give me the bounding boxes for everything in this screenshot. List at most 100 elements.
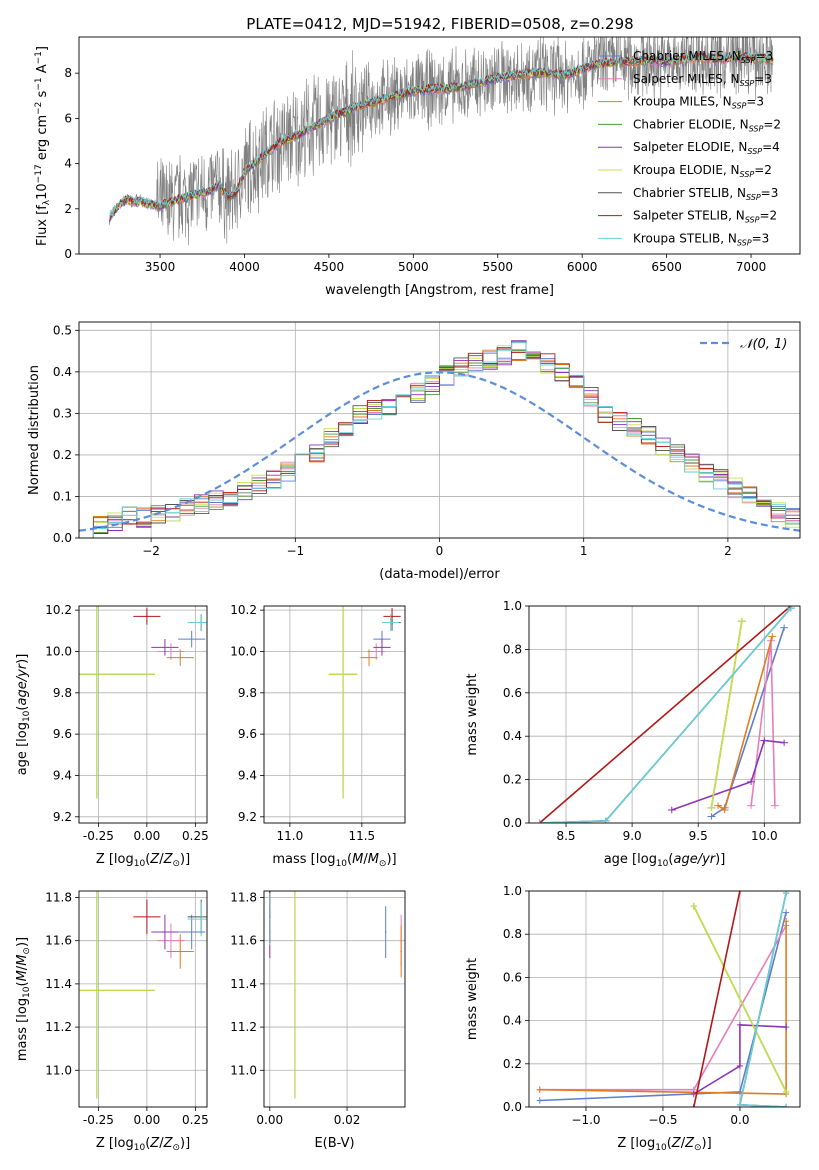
plot-area <box>79 322 800 538</box>
x-tick-label: 4500 <box>314 260 345 274</box>
chart-panel-1: 3500 4000 4500 5000 5500 6000 6500 7000 0 2 4 6 8 wav… <box>34 36 801 298</box>
x-tick-label: 0.00 <box>256 1113 283 1127</box>
y-axis-label: age [log10(age/yr)] <box>15 654 32 776</box>
x-tick-label: 9.5 <box>689 829 708 843</box>
y-tick-label: 9.4 <box>238 768 257 782</box>
legend-label: Salpeter ELODIE, NSSP=4 <box>633 140 780 156</box>
plot-area <box>529 891 800 1107</box>
x-tick-label: −2 <box>142 544 160 558</box>
plot-area <box>264 891 405 1107</box>
x-tick-label: 5000 <box>398 260 429 274</box>
chart-panel-8: −1.0 −0.5 0.0 0.0 0.2 0.4 0.6 0.8 1.0 Z [log10(Z/… <box>465 884 801 1153</box>
y-axis-label: mass weight <box>465 958 480 1040</box>
legend-label: Salpeter STELIB, NSSP=2 <box>633 209 777 225</box>
sfh-line <box>693 891 741 1107</box>
y-tick-label: 11.4 <box>45 977 72 991</box>
observed-spectrum-line <box>109 37 774 246</box>
legend-label: Salpeter MILES, NSSP=3 <box>633 72 772 88</box>
sfh-line <box>693 1024 787 1095</box>
axes-frame <box>78 321 801 539</box>
legend: Chabrier MILES, NSSP=3 Salpeter MILES, NS… <box>598 49 781 247</box>
chart-panel-4: 11.0 11.5 9.2 9.4 9.6 9.8 10.0 10.2 mass [log10(… <box>230 603 406 869</box>
y-tick-label: 0.0 <box>53 531 72 545</box>
plot-area <box>79 606 207 823</box>
chart-panel-7: 0.00 0.02 11.0 11.2 11.4 11.6 11.8 E(B-V) <box>230 890 406 1151</box>
chart-panel-3: -0.25 0.00 0.25 9.2 9.4 9.6 9.8 10.0 10.2 Z [log1… <box>15 603 209 869</box>
axes-frame <box>263 605 406 824</box>
x-axis-label: Z [log10(Z/Z⊙)] <box>96 1136 190 1153</box>
legend-label: Chabrier ELODIE, NSSP=2 <box>633 117 781 133</box>
y-tick-label: 11.6 <box>230 934 257 948</box>
y-tick-label: 9.2 <box>53 810 72 824</box>
sfh-line <box>738 893 787 1107</box>
y-tick-label: 0.6 <box>503 970 522 984</box>
sfh-line <box>671 739 785 811</box>
y-tick-label: 0.3 <box>53 406 72 420</box>
y-tick-label: 0.2 <box>503 1057 522 1071</box>
x-tick-label: 0.25 <box>182 829 209 843</box>
x-tick-label: −0.5 <box>648 1113 677 1127</box>
y-tick-label: 9.6 <box>238 727 257 741</box>
y-axis-label: Normed distribution <box>27 365 42 495</box>
chart-panel-6: -0.25 0.00 0.25 11.0 11.2 11.4 11.6 11.8 Z [log1… <box>15 890 209 1153</box>
axes-frame <box>528 605 801 824</box>
chart-panel-2: −2 −1 0 1 2 0.0 0.1 0.2 0.3 0.4 0.5 𝒩(0, 1) (data-mo… <box>27 321 801 582</box>
residual-histogram <box>79 348 800 538</box>
y-axis-label: Flux [fλ10−17 erg cm−2 s−1 A−1] <box>34 46 52 246</box>
sfh-line <box>693 905 787 1093</box>
y-tick-label: 11.0 <box>45 1063 72 1077</box>
y-tick-label: 10.2 <box>45 603 72 617</box>
y-tick-label: 0.2 <box>53 448 72 462</box>
y-tick-label: 11.2 <box>230 1020 257 1034</box>
y-tick-label: 0.4 <box>503 729 522 743</box>
model-spectrum-line <box>109 51 774 221</box>
x-tick-label: 0.25 <box>182 1113 209 1127</box>
y-tick-label: 0.8 <box>503 927 522 941</box>
x-tick-label: 6500 <box>651 260 682 274</box>
y-axis-label: mass [log10(M/M⊙)] <box>15 937 32 1061</box>
x-tick-label: 11.0 <box>277 829 304 843</box>
y-tick-label: 9.6 <box>53 727 72 741</box>
legend-label: Chabrier STELIB, NSSP=3 <box>633 186 778 202</box>
y-tick-label: 9.8 <box>238 686 257 700</box>
x-tick-label: 3500 <box>145 260 176 274</box>
y-tick-label: 0.1 <box>53 489 72 503</box>
sfh-line <box>539 606 792 823</box>
x-axis-label: (data-model)/error <box>379 567 500 582</box>
y-tick-label: 0.5 <box>53 323 72 337</box>
y-tick-label: 1.0 <box>503 884 522 898</box>
y-tick-label: 11.4 <box>230 977 257 991</box>
y-tick-label: 0 <box>64 247 72 261</box>
y-tick-label: 8 <box>64 66 72 80</box>
x-tick-label: 0.02 <box>334 1113 361 1127</box>
x-tick-label: 1 <box>580 544 588 558</box>
legend-label: Chabrier MILES, NSSP=3 <box>633 49 773 65</box>
y-tick-label: 11.8 <box>45 890 72 904</box>
x-tick-label: −1.0 <box>571 1113 600 1127</box>
plot-area <box>109 37 774 246</box>
axes-frame <box>263 890 406 1108</box>
x-tick-label: 0.00 <box>134 1113 161 1127</box>
y-tick-label: 10.2 <box>230 603 257 617</box>
x-tick-label: -0.25 <box>83 829 114 843</box>
axes-frame <box>528 890 801 1108</box>
y-tick-label: 11.8 <box>230 890 257 904</box>
y-tick-label: 10.0 <box>230 644 257 658</box>
model-spectrum-line <box>109 51 774 221</box>
plot-area <box>264 606 405 823</box>
x-axis-label: E(B-V) <box>314 1136 354 1151</box>
x-tick-label: 9.0 <box>623 829 642 843</box>
x-axis-label: wavelength [Angstrom, rest frame] <box>325 283 554 298</box>
y-tick-label: 0.0 <box>503 1100 522 1114</box>
y-tick-label: 2 <box>64 202 72 216</box>
x-tick-label: 2 <box>724 544 732 558</box>
legend-label: Kroupa ELODIE, NSSP=2 <box>633 163 772 179</box>
chart-panel-5: 8.5 9.0 9.5 10.0 0.0 0.2 0.4 0.6 0.8 1.0 age [log1… <box>465 599 801 869</box>
legend-label: Kroupa STELIB, NSSP=3 <box>633 231 769 247</box>
y-tick-label: 11.2 <box>45 1020 72 1034</box>
x-tick-label: 10.0 <box>751 829 778 843</box>
y-tick-label: 4 <box>64 157 72 171</box>
y-tick-label: 10.0 <box>45 644 72 658</box>
axes-frame <box>78 605 208 824</box>
